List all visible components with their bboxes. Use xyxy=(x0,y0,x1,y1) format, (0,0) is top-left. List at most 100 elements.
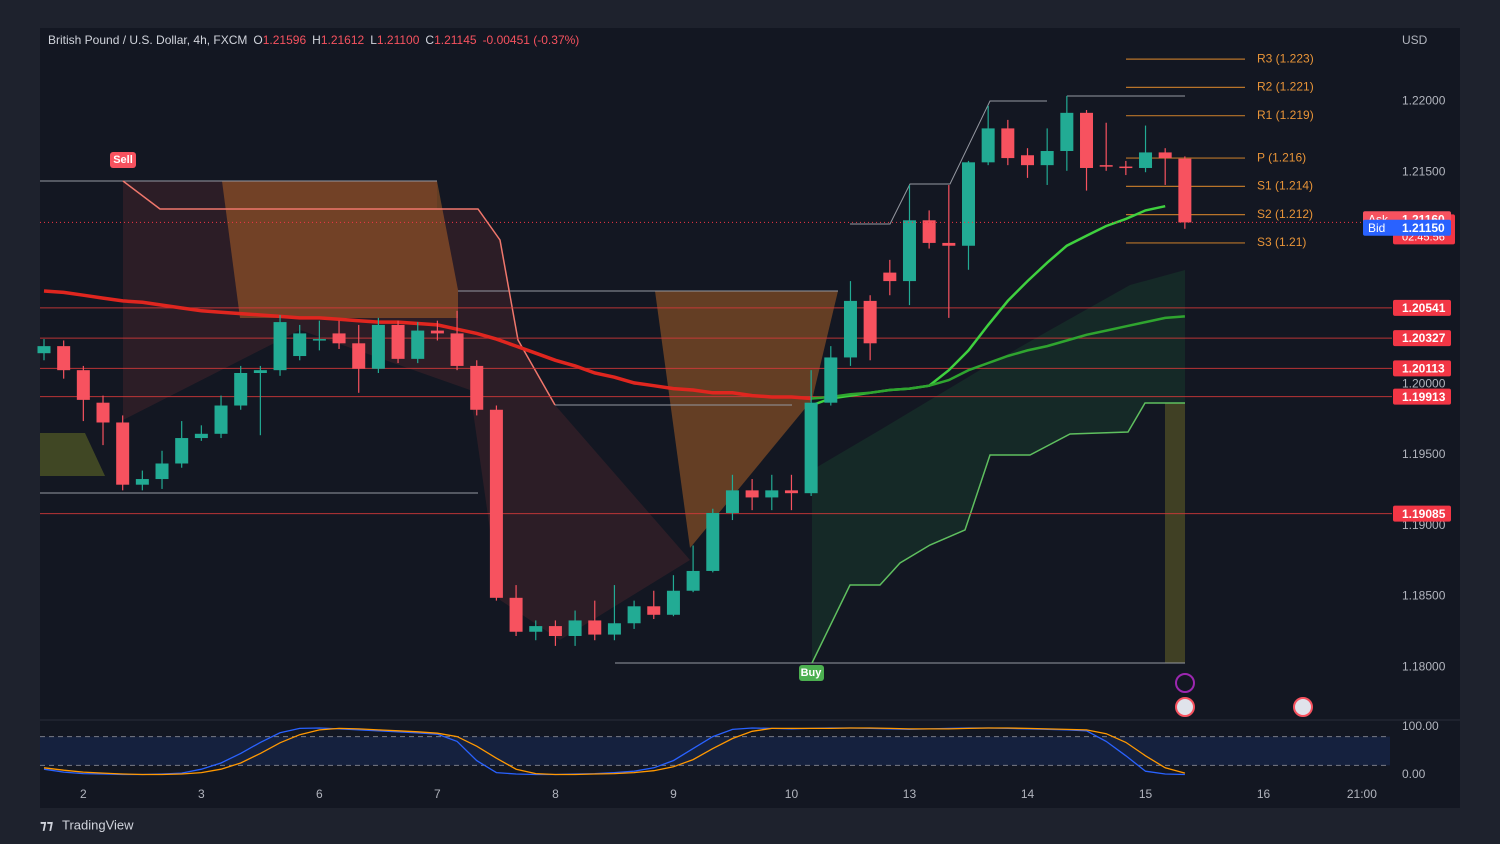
candle-body xyxy=(175,438,189,464)
quote-name: Bid xyxy=(1368,221,1385,235)
candle-body xyxy=(607,623,621,635)
candle-body xyxy=(706,512,720,571)
candle-body xyxy=(234,373,248,406)
price-badge xyxy=(1393,388,1451,405)
currency: USD xyxy=(1402,33,1428,47)
y-tick-label: 1.19500 xyxy=(1402,447,1446,461)
candle-body xyxy=(96,402,110,423)
candle-body xyxy=(883,272,897,282)
event-icon[interactable] xyxy=(1175,697,1195,717)
price-line-label: 1.19913 xyxy=(1402,390,1446,404)
pivot-label: R2 (1.221) xyxy=(1257,80,1314,94)
x-tick-label: 14 xyxy=(1021,787,1035,801)
candle-body xyxy=(57,346,71,371)
buy-label: Buy xyxy=(801,667,823,679)
symbol: British Pound / U.S. Dollar, 4h, FXCM xyxy=(48,33,247,47)
overlay-line xyxy=(43,289,812,401)
candle-body xyxy=(588,620,602,635)
pivot-label: R1 (1.219) xyxy=(1257,108,1314,122)
candle-body xyxy=(981,128,995,163)
sell-label: Sell xyxy=(113,154,133,166)
candle-body xyxy=(1139,152,1153,168)
plot: 1.220001.215001.200001.195001.190001.185… xyxy=(37,51,1455,801)
candle-body xyxy=(568,620,582,636)
osc-band xyxy=(40,736,1390,766)
price-badge xyxy=(1393,505,1451,522)
candle-body xyxy=(1021,155,1034,166)
x-tick-label: 21:00 xyxy=(1347,787,1377,801)
candle-body xyxy=(352,343,366,369)
candle-body xyxy=(430,330,444,334)
candle-body xyxy=(1158,152,1172,159)
price-line-label: 1.20327 xyxy=(1402,331,1446,345)
candle-body xyxy=(509,597,523,632)
x-tick-label: 13 xyxy=(903,787,917,801)
x-tick-label: 16 xyxy=(1257,787,1271,801)
x-tick-label: 8 xyxy=(552,787,559,801)
trail-line xyxy=(811,402,1185,664)
candle-body xyxy=(76,370,90,400)
price-badge xyxy=(1393,360,1451,377)
zone xyxy=(40,433,105,476)
candle-body xyxy=(529,626,543,632)
candle-body xyxy=(371,324,385,369)
h-value: 1.21612 xyxy=(321,33,365,47)
candle-body xyxy=(293,333,307,357)
quote-value: 1.21150 xyxy=(1402,221,1445,235)
candle-body xyxy=(135,479,149,485)
pivot-label: P (1.216) xyxy=(1257,150,1306,164)
header: British Pound / U.S. Dollar, 4h, FXCM O1.… xyxy=(48,33,579,47)
zone xyxy=(655,291,838,548)
pivot-label: S1 (1.214) xyxy=(1257,179,1313,193)
candle-body xyxy=(843,300,857,358)
zone xyxy=(123,181,690,640)
candle-body xyxy=(253,370,267,373)
candle-body xyxy=(666,590,680,615)
price-badge xyxy=(1393,299,1451,316)
event-icon[interactable] xyxy=(1293,697,1313,717)
quote-tag xyxy=(1363,219,1451,236)
candle-body xyxy=(312,339,326,341)
candle-body xyxy=(1001,128,1015,159)
pivot-label: S2 (1.212) xyxy=(1257,207,1313,221)
candle-body xyxy=(863,300,877,344)
osc-tick-label: 0.00 xyxy=(1402,767,1426,781)
candle-body xyxy=(1178,158,1192,223)
change: -0.00451 (-0.37%) xyxy=(483,33,580,47)
candle-body xyxy=(961,162,975,246)
candle-body xyxy=(548,626,562,636)
price-line-label: 1.20113 xyxy=(1402,362,1445,376)
x-tick-label: 7 xyxy=(434,787,441,801)
candle-body xyxy=(155,463,169,480)
candle-body xyxy=(332,333,346,344)
candle-body xyxy=(627,606,641,624)
candle-body xyxy=(470,365,484,410)
candle-body xyxy=(391,324,405,359)
logo: ⁊⁊ xyxy=(40,817,54,832)
candle-body xyxy=(116,422,130,485)
osc-tick-label: 100.00 xyxy=(1402,719,1439,733)
level-line xyxy=(850,100,1047,225)
candle-body xyxy=(942,242,956,246)
candle-body xyxy=(725,490,739,513)
y-tick-label: 1.20000 xyxy=(1402,376,1446,390)
c-label: C xyxy=(425,33,434,47)
l-label: L xyxy=(370,33,377,47)
x-tick-label: 6 xyxy=(316,787,323,801)
candle-body xyxy=(194,433,208,439)
candle-body xyxy=(1119,166,1133,169)
candle-body xyxy=(450,333,464,366)
y-tick-label: 1.18000 xyxy=(1402,659,1446,673)
candle-body xyxy=(902,220,916,282)
candle-body xyxy=(824,357,838,403)
candle-body xyxy=(214,405,228,434)
c-value: 1.21145 xyxy=(434,33,477,47)
buy-badge xyxy=(799,665,824,681)
event-icon[interactable] xyxy=(1175,673,1195,693)
pivot-label: S3 (1.21) xyxy=(1257,235,1306,249)
overlay-line xyxy=(811,315,1185,400)
x-tick-label: 3 xyxy=(198,787,205,801)
price-line-label: 1.19085 xyxy=(1402,507,1446,521)
price-line-label: 1.20541 xyxy=(1402,301,1446,315)
